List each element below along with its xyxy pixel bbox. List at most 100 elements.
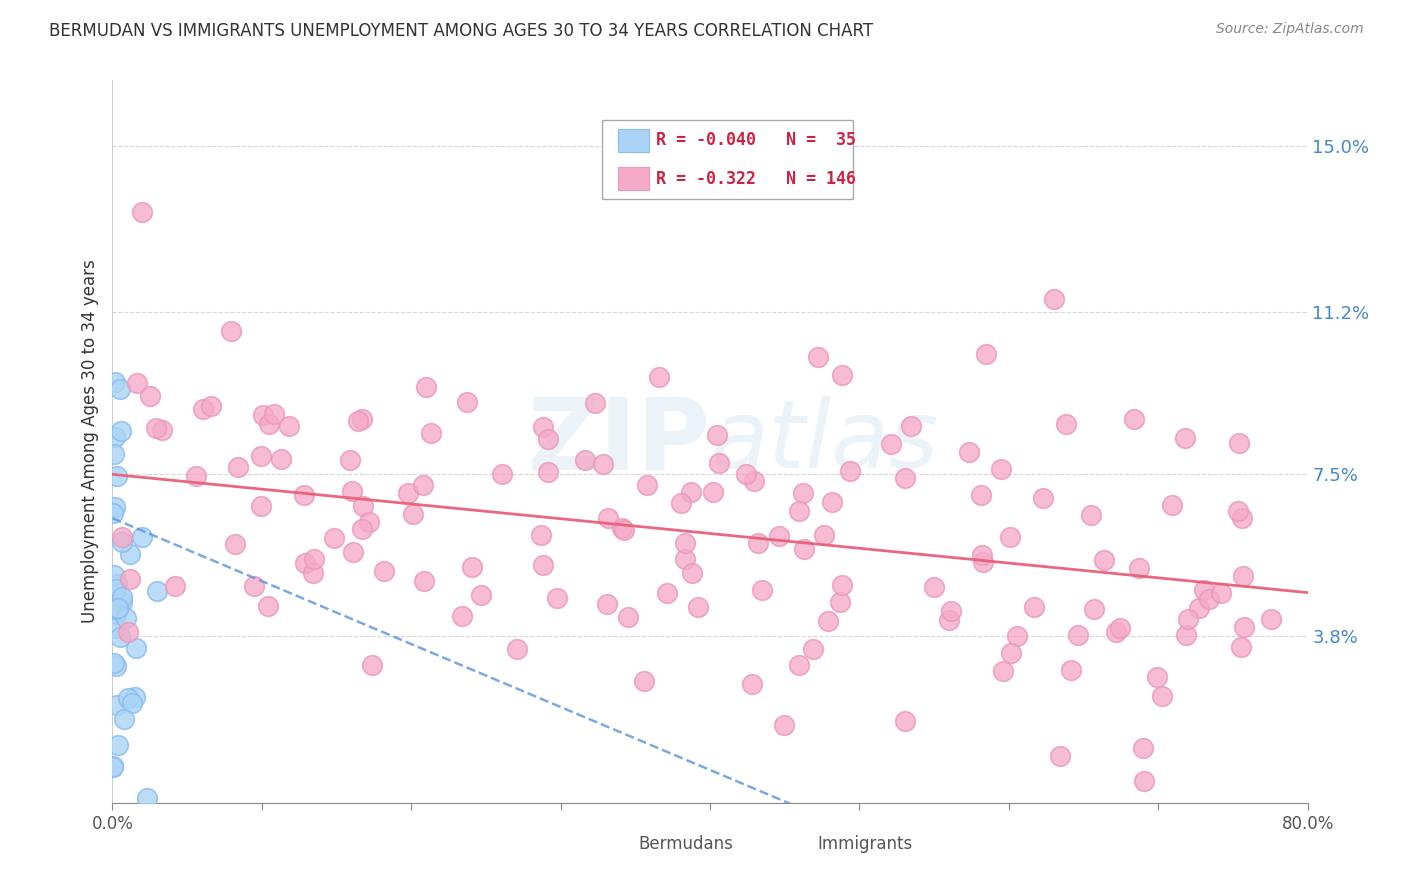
Point bbox=[741, 677, 763, 691]
Point bbox=[150, 423, 173, 437]
Text: atlas: atlas bbox=[710, 396, 938, 487]
Point bbox=[110, 595, 132, 609]
Point bbox=[1104, 624, 1126, 639]
Point bbox=[419, 425, 441, 440]
Point bbox=[105, 659, 128, 673]
Point bbox=[1146, 670, 1168, 684]
Point bbox=[114, 610, 136, 624]
Point bbox=[894, 471, 917, 485]
Point bbox=[105, 698, 128, 713]
Point bbox=[117, 691, 139, 706]
Point bbox=[256, 599, 278, 614]
Point bbox=[828, 595, 851, 609]
Point bbox=[163, 579, 186, 593]
Point bbox=[633, 673, 655, 688]
Point bbox=[1032, 491, 1054, 505]
Point bbox=[450, 609, 472, 624]
Point bbox=[679, 484, 702, 499]
Point bbox=[252, 408, 274, 422]
Point bbox=[118, 547, 141, 561]
Point bbox=[529, 527, 551, 541]
Point bbox=[686, 599, 709, 614]
Point bbox=[322, 531, 344, 545]
Point bbox=[537, 432, 560, 446]
Point bbox=[813, 528, 835, 542]
Point bbox=[655, 586, 678, 600]
Ellipse shape bbox=[598, 832, 619, 855]
Point bbox=[1000, 646, 1022, 660]
Point bbox=[139, 389, 162, 403]
Point bbox=[111, 591, 134, 605]
Point bbox=[127, 376, 149, 390]
Point bbox=[259, 417, 281, 432]
Point bbox=[1150, 689, 1173, 703]
Point bbox=[107, 600, 129, 615]
Point bbox=[117, 624, 139, 639]
Point bbox=[226, 460, 249, 475]
Point bbox=[103, 656, 125, 670]
Point bbox=[101, 506, 124, 520]
Point bbox=[990, 462, 1012, 476]
Point bbox=[108, 630, 131, 644]
Point bbox=[1000, 530, 1022, 544]
Point bbox=[1177, 612, 1199, 626]
Point bbox=[546, 591, 568, 606]
Point bbox=[412, 574, 434, 589]
Point bbox=[1080, 508, 1102, 522]
Text: R = -0.040   N =  35: R = -0.040 N = 35 bbox=[657, 130, 856, 149]
Point bbox=[101, 760, 124, 774]
Point bbox=[596, 511, 619, 525]
Point bbox=[105, 577, 128, 591]
Point bbox=[352, 412, 374, 426]
Point bbox=[1042, 292, 1064, 306]
Point bbox=[1260, 612, 1282, 626]
Point bbox=[242, 579, 264, 593]
Point bbox=[249, 499, 271, 513]
Text: Source: ZipAtlas.com: Source: ZipAtlas.com bbox=[1216, 22, 1364, 37]
Point bbox=[110, 424, 132, 438]
Point bbox=[263, 407, 285, 421]
Point bbox=[673, 536, 696, 550]
Point bbox=[104, 500, 127, 515]
Point bbox=[491, 467, 513, 481]
Point bbox=[111, 535, 134, 549]
Point bbox=[669, 496, 692, 510]
Point bbox=[574, 453, 596, 467]
Point bbox=[342, 545, 364, 559]
Text: BERMUDAN VS IMMIGRANTS UNEMPLOYMENT AMONG AGES 30 TO 34 YEARS CORRELATION CHART: BERMUDAN VS IMMIGRANTS UNEMPLOYMENT AMON… bbox=[49, 22, 873, 40]
Point bbox=[1161, 498, 1184, 512]
Point bbox=[224, 537, 246, 551]
Point bbox=[613, 523, 636, 537]
Point bbox=[104, 375, 127, 389]
Point bbox=[787, 504, 810, 518]
Point bbox=[415, 380, 437, 394]
Point bbox=[831, 368, 853, 382]
Point bbox=[359, 515, 381, 529]
Point bbox=[104, 621, 127, 635]
Point bbox=[900, 419, 922, 434]
Point bbox=[352, 500, 374, 514]
Point bbox=[792, 486, 814, 500]
Point bbox=[970, 548, 993, 562]
Point bbox=[103, 447, 125, 461]
Point bbox=[456, 395, 478, 409]
Point bbox=[1209, 586, 1232, 600]
Point bbox=[537, 465, 560, 479]
Point bbox=[1226, 503, 1249, 517]
Text: R = -0.322   N = 146: R = -0.322 N = 146 bbox=[657, 169, 856, 187]
Point bbox=[304, 552, 326, 566]
Point bbox=[957, 445, 980, 459]
Point bbox=[648, 370, 671, 384]
Point bbox=[270, 452, 292, 467]
Point bbox=[396, 486, 419, 500]
Point bbox=[505, 641, 527, 656]
Point bbox=[1230, 511, 1253, 525]
Point bbox=[636, 477, 658, 491]
Y-axis label: Unemployment Among Ages 30 to 34 years: Unemployment Among Ages 30 to 34 years bbox=[80, 260, 98, 624]
Point bbox=[1232, 569, 1254, 583]
Point bbox=[200, 399, 222, 413]
Point bbox=[922, 580, 945, 594]
Point bbox=[976, 347, 998, 361]
Point bbox=[249, 449, 271, 463]
Point bbox=[105, 469, 128, 483]
